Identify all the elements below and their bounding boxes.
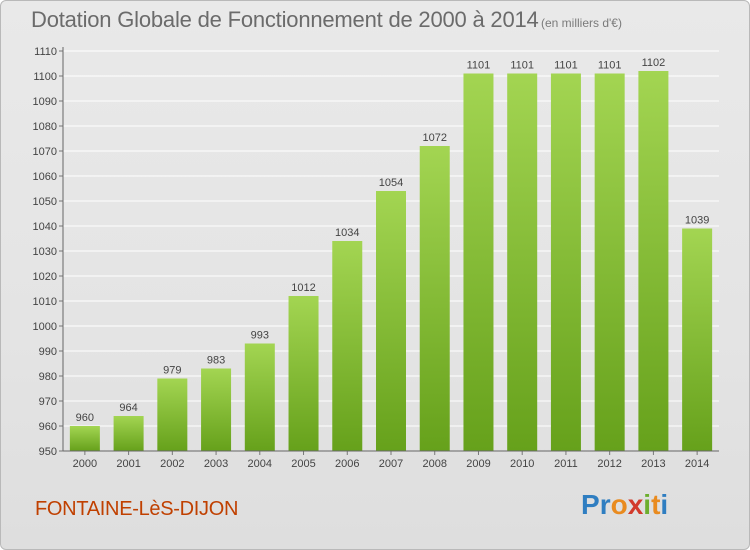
y-tick-label: 1080: [33, 121, 57, 133]
x-tick-label: 2008: [422, 458, 446, 470]
bar: [288, 296, 319, 451]
y-tick-label: 1060: [33, 171, 57, 183]
axes: 950 960 970 980 990 1000 1010 1020 1030 1040 1050 1…: [33, 46, 719, 470]
x-tick-label: 2011: [554, 458, 578, 470]
proxiti-logo[interactable]: Proxiti: [581, 489, 668, 521]
bar: [376, 191, 406, 451]
x-tick-label: 2007: [379, 458, 403, 470]
value-label: 1101: [510, 60, 534, 72]
bar: [550, 73, 581, 451]
bar: [332, 241, 363, 451]
logo-letter: r: [599, 489, 611, 520]
x-tick-label: 2014: [685, 458, 709, 470]
y-tick-label: 990: [39, 346, 57, 358]
x-tick-label: 2012: [597, 458, 621, 470]
y-tick-label: 1110: [34, 46, 57, 58]
logo-letter: P: [581, 489, 600, 520]
x-tick-label: 2001: [116, 458, 140, 470]
y-tick-label: 1050: [33, 196, 57, 208]
value-label: 964: [119, 402, 137, 414]
bar: [201, 368, 232, 451]
value-label: 1012: [291, 282, 315, 294]
y-tick-label: 1070: [33, 146, 57, 158]
y-tick-label: 1090: [33, 96, 57, 108]
logo-letter: o: [610, 489, 628, 520]
value-label: 1072: [422, 132, 446, 144]
logo-letter: i: [660, 489, 669, 520]
logo-letter: i: [643, 489, 652, 520]
value-label: 1054: [379, 177, 403, 189]
logo-letter: x: [627, 489, 644, 520]
value-labels: 960 964 979 983 993 1012 1034 1054 1072 1101 1101 1…: [76, 57, 710, 424]
y-tick-label: 980: [39, 371, 57, 383]
y-tick-label: 1000: [33, 321, 57, 333]
commune-name: FONTAINE-LèS-DIJON: [35, 498, 239, 520]
y-tick-label: 970: [39, 396, 57, 408]
value-label: 1101: [598, 60, 622, 72]
logo-letter: t: [651, 489, 661, 520]
bar: [157, 378, 188, 451]
value-label: 1034: [335, 227, 359, 239]
x-tick-label: 2005: [291, 458, 315, 470]
bar: [463, 73, 494, 451]
chart-subtitle: (en milliers d'€): [541, 16, 622, 30]
x-tick-label: 2010: [510, 458, 534, 470]
value-label: 1101: [467, 60, 491, 72]
y-tick-label: 950: [39, 446, 57, 458]
value-label: 983: [207, 355, 225, 367]
x-tick-label: 2006: [335, 458, 359, 470]
bar: [113, 416, 144, 451]
value-label: 1101: [554, 60, 578, 72]
value-label: 1039: [685, 215, 709, 227]
bar: [594, 73, 625, 451]
y-tick-label: 1100: [33, 71, 57, 83]
y-tick-label: 1040: [33, 221, 57, 233]
y-tick-label: 960: [39, 421, 57, 433]
y-tick-label: 1030: [33, 246, 57, 258]
bars: [69, 71, 713, 451]
value-label: 993: [251, 330, 269, 342]
bar: [507, 73, 538, 451]
value-label: 960: [76, 412, 94, 424]
x-tick-label: 2000: [73, 458, 97, 470]
x-tick-label: 2009: [466, 458, 490, 470]
bar: [638, 71, 669, 451]
bar: [682, 228, 713, 451]
x-tick-label: 2002: [160, 458, 184, 470]
bar: [419, 146, 450, 451]
chart-title: Dotation Globale de Fonctionnement de 20…: [31, 7, 539, 32]
value-label: 1102: [642, 57, 666, 69]
x-tick-label: 2003: [204, 458, 228, 470]
x-tick-label: 2013: [641, 458, 665, 470]
bar: [244, 343, 275, 451]
x-tick-label: 2004: [248, 458, 272, 470]
y-tick-label: 1020: [33, 271, 57, 283]
value-label: 979: [163, 365, 181, 377]
y-tick-label: 1010: [33, 296, 57, 308]
bar: [69, 426, 100, 451]
